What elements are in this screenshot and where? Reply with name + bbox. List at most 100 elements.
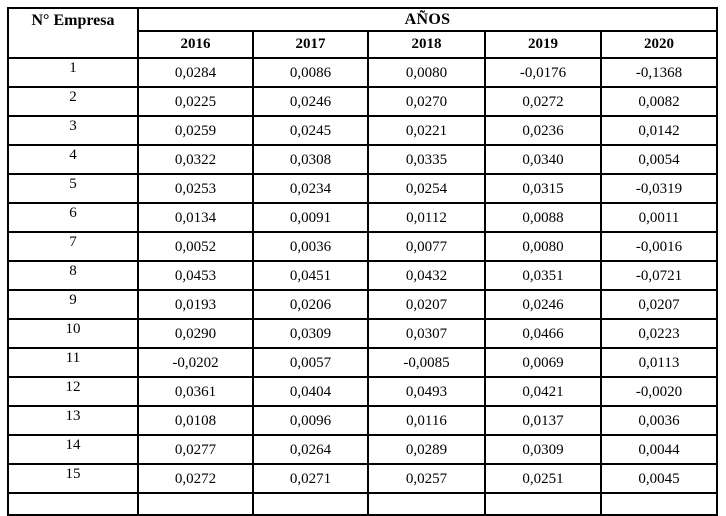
value-cell: 0,0225 (137, 86, 254, 117)
table-row: 14 0,0277 0,0264 0,0289 0,0309 0,0044 (7, 434, 718, 465)
empresa-number-cell: 15 (7, 463, 139, 494)
value-cell: 0,0453 (137, 260, 254, 291)
value-cell: 0,0307 (367, 318, 486, 349)
column-header-year-2017: 2017 (252, 30, 369, 59)
value-cell: 0,0308 (252, 144, 369, 175)
value-cell: 0,0193 (137, 289, 254, 320)
value-cell: 0,0223 (600, 318, 718, 349)
value-cell: 0,0264 (252, 434, 369, 465)
value-cell: 0,0246 (252, 86, 369, 117)
value-cell: 0,0284 (137, 57, 254, 88)
empresa-number-cell: 9 (7, 289, 139, 320)
empresa-number-cell: 8 (7, 260, 139, 291)
value-cell: 0,0086 (252, 57, 369, 88)
value-cell: 0,0245 (252, 115, 369, 146)
value-cell: 0,0259 (137, 115, 254, 146)
table-row: 11 -0,0202 0,0057 -0,0085 0,0069 0,0113 (7, 347, 718, 378)
value-cell: 0,0272 (137, 463, 254, 494)
table-row: 13 0,0108 0,0096 0,0116 0,0137 0,0036 (7, 405, 718, 436)
value-cell: 0,0315 (484, 173, 602, 204)
value-cell: 0,0272 (484, 86, 602, 117)
table-row: 7 0,0052 0,0036 0,0077 0,0080 -0,0016 (7, 231, 718, 262)
value-cell: 0,0493 (367, 376, 486, 407)
empresa-number-cell: 2 (7, 86, 139, 117)
value-cell: 0,0142 (600, 115, 718, 146)
value-cell: 0,0036 (252, 231, 369, 262)
value-cell: -0,0016 (600, 231, 718, 262)
header-row-group: N° Empresa AÑOS (7, 7, 718, 59)
value-cell: 0,0054 (600, 144, 718, 175)
value-cell: 0,0340 (484, 144, 602, 175)
value-cell: 0,0011 (600, 202, 718, 233)
value-cell: 0,0253 (137, 173, 254, 204)
empresa-number-cell: 4 (7, 144, 139, 175)
value-cell: 0,0466 (484, 318, 602, 349)
value-cell: 0,0351 (484, 260, 602, 291)
value-cell: 0,0080 (484, 231, 602, 262)
value-cell: -0,0202 (137, 347, 254, 378)
value-cell: 0,0246 (484, 289, 602, 320)
empresa-number-cell: 13 (7, 405, 139, 436)
table-row: 12 0,0361 0,0404 0,0493 0,0421 -0,0020 (7, 376, 718, 407)
value-cell: -0,1368 (600, 57, 718, 88)
page: { "table": { "corner_header": "N° Empres… (7, 7, 718, 516)
value-cell: 0,0088 (484, 202, 602, 233)
value-cell: 0,0290 (137, 318, 254, 349)
table-header: N° Empresa AÑOS 2016 2017 2018 2019 2020 (7, 7, 718, 59)
value-cell: 0,0277 (137, 434, 254, 465)
value-cell (252, 492, 369, 516)
table-row: 3 0,0259 0,0245 0,0221 0,0236 0,0142 (7, 115, 718, 146)
table-row: 15 0,0272 0,0271 0,0257 0,0251 0,0045 (7, 463, 718, 494)
value-cell: 0,0077 (367, 231, 486, 262)
value-cell: 0,0271 (252, 463, 369, 494)
value-cell: 0,0206 (252, 289, 369, 320)
value-cell: 0,0404 (252, 376, 369, 407)
value-cell: -0,0319 (600, 173, 718, 204)
value-cell: 0,0322 (137, 144, 254, 175)
value-cell: 0,0096 (252, 405, 369, 436)
value-cell: 0,0421 (484, 376, 602, 407)
empresa-number-cell: 7 (7, 231, 139, 262)
value-cell: 0,0080 (367, 57, 486, 88)
header-row-years: 2016 2017 2018 2019 2020 (8, 30, 718, 59)
table-row: 9 0,0193 0,0206 0,0207 0,0246 0,0207 (7, 289, 718, 320)
value-cell: 0,0432 (367, 260, 486, 291)
value-cell: 0,0137 (484, 405, 602, 436)
value-cell: 0,0134 (137, 202, 254, 233)
value-cell: 0,0361 (137, 376, 254, 407)
empresa-anos-table: N° Empresa AÑOS 2016 2017 2018 2019 2020… (7, 7, 718, 516)
empresa-number-cell: 14 (7, 434, 139, 465)
value-cell: 0,0116 (367, 405, 486, 436)
value-cell (600, 492, 718, 516)
value-cell: 0,0309 (252, 318, 369, 349)
value-cell: 0,0036 (600, 405, 718, 436)
table-row: 1 0,0284 0,0086 0,0080 -0,0176 -0,1368 (7, 57, 718, 88)
value-cell: 0,0221 (367, 115, 486, 146)
empresa-number-cell: 5 (7, 173, 139, 204)
empresa-number-cell: 1 (7, 57, 139, 88)
value-cell: 0,0091 (252, 202, 369, 233)
empresa-number-cell: 6 (7, 202, 139, 233)
value-cell: 0,0335 (367, 144, 486, 175)
value-cell: 0,0289 (367, 434, 486, 465)
value-cell: 0,0251 (484, 463, 602, 494)
value-cell: 0,0069 (484, 347, 602, 378)
column-header-year-2018: 2018 (367, 30, 486, 59)
column-header-empresa: N° Empresa (7, 7, 139, 59)
value-cell: 0,0257 (367, 463, 486, 494)
table-row: 2 0,0225 0,0246 0,0270 0,0272 0,0082 (7, 86, 718, 117)
value-cell: 0,0309 (484, 434, 602, 465)
value-cell: 0,0207 (367, 289, 486, 320)
value-cell: -0,0721 (600, 260, 718, 291)
value-cell: 0,0108 (137, 405, 254, 436)
table-row-clipped (7, 492, 718, 516)
empresa-number-cell (7, 492, 139, 516)
value-cell: -0,0085 (367, 347, 486, 378)
value-cell: 0,0044 (600, 434, 718, 465)
table-row: 10 0,0290 0,0309 0,0307 0,0466 0,0223 (7, 318, 718, 349)
table-row: 5 0,0253 0,0234 0,0254 0,0315 -0,0319 (7, 173, 718, 204)
value-cell: 0,0052 (137, 231, 254, 262)
table-row: 6 0,0134 0,0091 0,0112 0,0088 0,0011 (7, 202, 718, 233)
value-cell (484, 492, 602, 516)
value-cell: 0,0270 (367, 86, 486, 117)
